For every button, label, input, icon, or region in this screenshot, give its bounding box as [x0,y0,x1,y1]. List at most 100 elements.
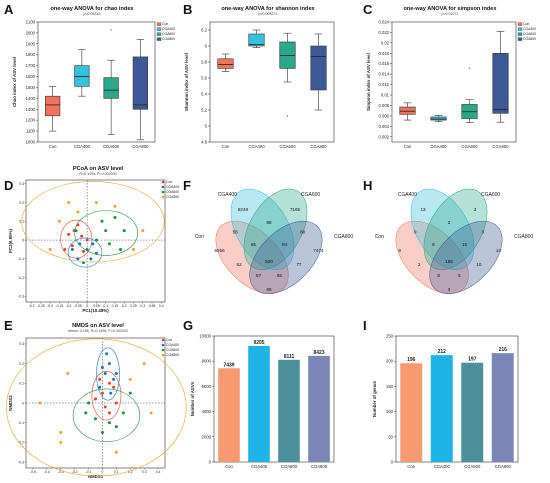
y-axis-label: Shannon index of ASV level [184,53,189,111]
confidence-ellipse-CGA400 [67,237,103,268]
legend-swatch [517,37,523,41]
panel-label-F: F [183,178,191,193]
bar-value-label: 9205 [253,340,264,346]
y-tick-label: -0.1 [18,257,24,261]
plot-frame [37,21,156,143]
box-CGA800 [492,53,509,114]
y-tick-label: 4000 [202,409,212,414]
legend-swatch [517,27,523,31]
venn-set-label: CGA800 [334,234,353,240]
confidence-ellipse-CGA400 [96,347,120,401]
point-CGA600 [104,229,108,233]
y-tick-label: 0.3 [19,182,24,186]
y-tick-label: 0.016 [379,61,390,66]
point-CGA800 [128,377,132,381]
y-tick-label: 0.008 [379,103,390,108]
x-tick-label: 0.3 [142,470,147,474]
chart-subtitle: R=0.1496, P=0.002000 [79,172,116,176]
chart-subtitle: p=0.05316 [83,12,100,16]
legend-label: Con [523,22,529,26]
x-tick-label: Con [225,464,233,469]
y-tick-label: 0.006 [379,113,390,118]
x-tick-label: 0.2 [128,470,133,474]
x-tick-label: CGA600 [281,464,298,469]
y-tick-label: 1700 [26,63,36,68]
venn-count-CGA800_only: 14 [496,248,502,253]
y-tick-label: 1000 [26,140,36,145]
venn-count-all: 520 [265,259,273,264]
confidence-ellipse-CGA800 [21,181,165,263]
legend-label: CGA400 [162,27,175,31]
venn-count-Con_CGA400_CGA800: 5 [458,273,461,278]
x-tick-label: Con [407,464,415,469]
panel-label-G: G [183,318,193,333]
x-tick-label: CGA600 [461,144,478,149]
x-tick-label: 0 [102,470,104,474]
point-Con [112,385,116,389]
y-tick-label: 10000 [199,334,211,339]
bar-value-label: 216 [499,347,508,353]
legend-swatch [156,22,162,26]
point-CGA600 [107,421,111,425]
point-CGA800 [38,401,42,405]
venn-set-label: Con [375,234,384,240]
bar-CGA800 [491,353,514,462]
box-chart-C: one-way ANOVA for simpson indexp=0.01071… [366,6,536,149]
point-CGA800 [59,431,63,435]
confidence-ellipse-CGA600 [72,388,141,442]
y-tick-label: 1600 [26,74,36,79]
legend-label: CGA600 [162,32,175,36]
venn-count-all: 166 [445,259,453,264]
x-tick-label: CGA800 [132,144,149,149]
point-CGA800 [66,371,70,375]
legend-swatch [156,37,162,41]
venn-diagram-H: Con CGA400 CGA600 CGA800 13 3 9 14 0 2 3 6 10 166 2 10 8… [375,188,533,294]
y-tick-label: 150 [386,384,394,389]
point-CGA800 [142,362,146,366]
point-CGA400 [100,366,104,370]
box-CGA800 [132,56,148,110]
legend-marker [161,190,165,194]
venn-count-Con_CGA600: 2 [418,262,421,267]
y-axis-label: PC2(6.95%) [8,229,13,253]
point-CGA800 [131,247,135,251]
point-Con [107,381,111,385]
panel-label-B: B [183,2,192,17]
venn-count-CGA400_CGA800: 77 [296,262,302,267]
legend-label: CGA800 [523,37,536,41]
point-CGA600 [119,247,123,251]
legend-label: CGA600 [166,190,179,194]
y-tick-label: 250 [386,334,394,339]
x-tick-label: -0.1 [86,470,92,474]
point-Con [81,249,85,253]
y-tick-label: 0.024 [379,20,390,25]
venn-count-CGA600_only: 3 [474,207,477,212]
x-tick-label: 0.1 [103,304,108,308]
y-tick-label: 0.1 [19,382,24,386]
point-CGA800 [149,411,153,415]
legend-label: CGA600 [523,32,536,36]
box-Con [45,95,61,117]
panel-label-E: E [4,318,13,333]
plot-frame [213,335,335,463]
point-CGA600 [74,229,78,233]
x-tick-label: 0.35 [149,304,156,308]
x-tick-label: 0.3 [140,304,145,308]
legend-label: CGA800 [166,353,179,357]
y-tick-label: 1300 [26,107,36,112]
venn-count-Con_CGA400_CGA800: 65 [277,273,283,278]
point-CGA800 [59,440,63,444]
x-tick-label: CGA800 [495,464,512,469]
venn-set-Con [215,220,289,294]
point-CGA400 [89,257,93,261]
venn-set-CGA800 [429,220,503,294]
plot-frame [209,21,335,143]
x-tick-label: -0.05 [74,304,82,308]
y-axis-label: Chao index of ASV level [12,57,17,107]
legend-marker [161,348,165,352]
point-Con [114,401,118,405]
box-CGA600 [103,77,119,99]
y-tick-label: 0.012 [379,82,390,87]
